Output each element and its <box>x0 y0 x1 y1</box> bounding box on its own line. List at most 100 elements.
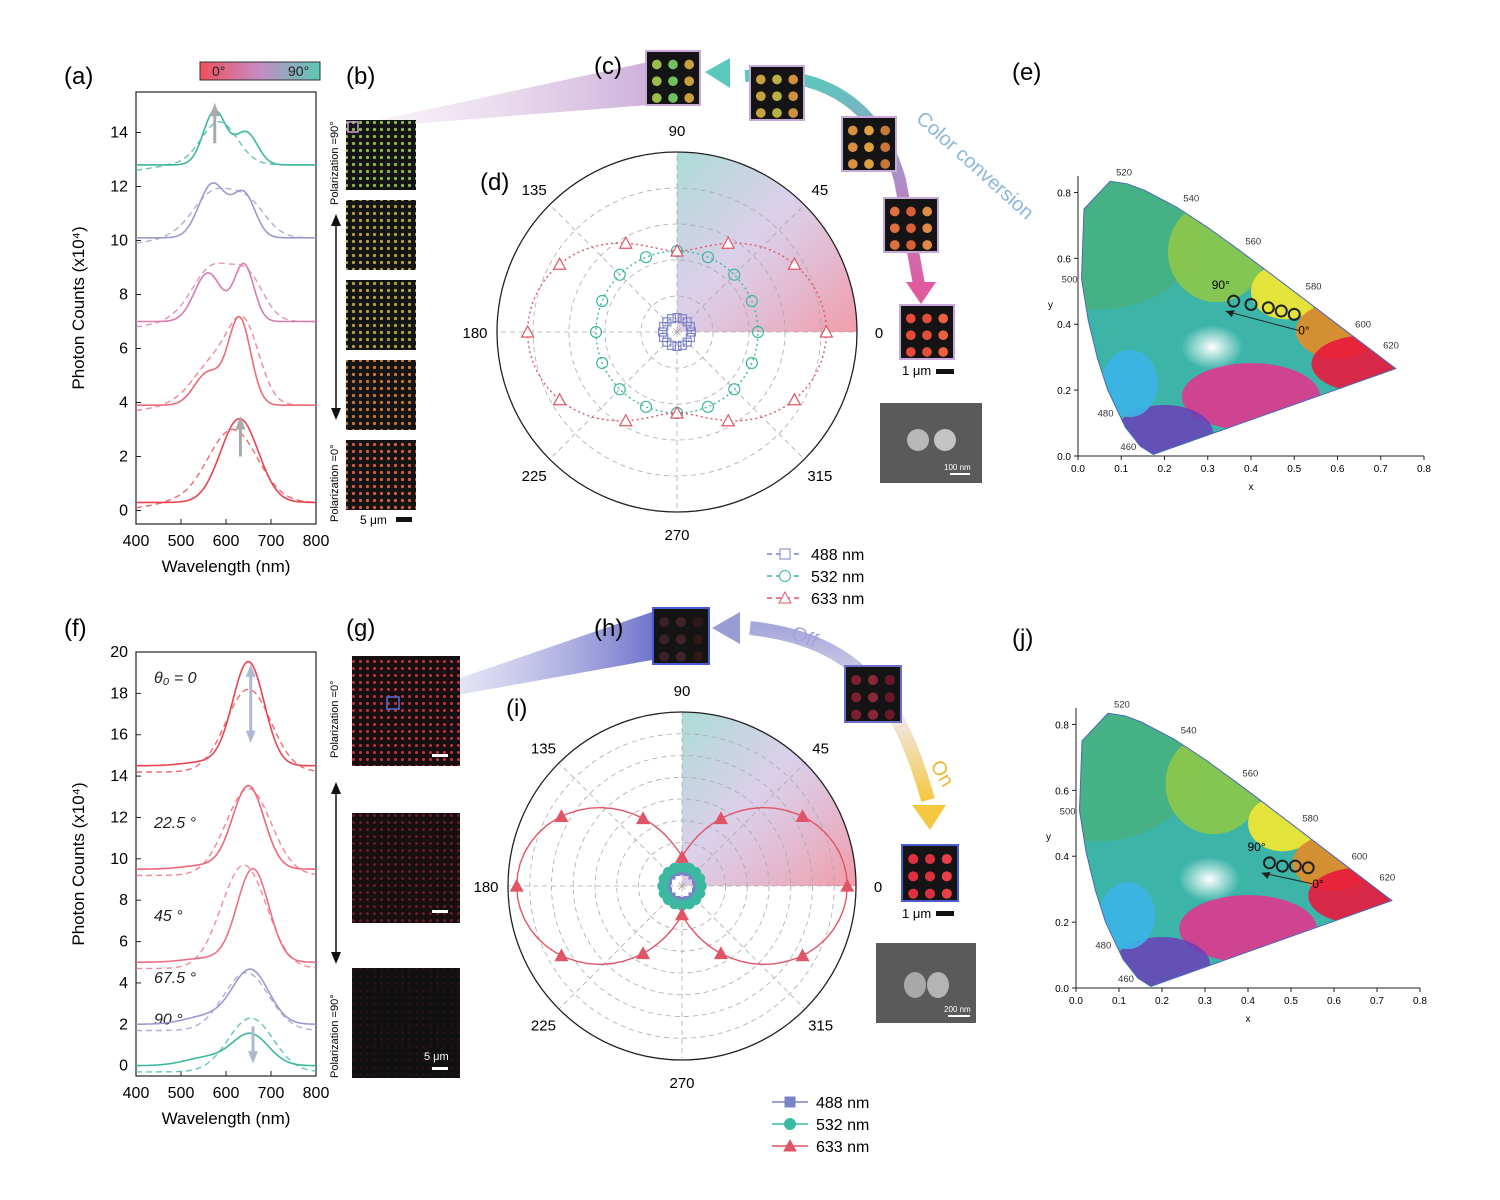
end-angle-label: 0° <box>1312 877 1324 891</box>
panel-label-i: (i) <box>506 695 527 722</box>
polar-frame <box>507 711 857 1061</box>
dimer-spot <box>867 674 879 686</box>
polar-marker-triangle <box>721 413 736 427</box>
angle-tick-label: 0 <box>875 325 883 342</box>
dimer-spot <box>684 76 695 87</box>
polar-grid-spoke <box>549 331 678 460</box>
angle-tick-label: 90 <box>669 123 686 140</box>
polar-marker-triangle <box>669 243 685 257</box>
x-tick-label: 0.5 <box>1287 464 1301 475</box>
axis-arrow-up <box>331 214 341 226</box>
dimer-spot <box>851 709 862 720</box>
polar-marker-square <box>658 327 668 337</box>
dimer-spot <box>924 853 936 865</box>
polar-marker-circle <box>728 383 741 396</box>
wavelength-label: 560 <box>1242 768 1258 779</box>
x-tick-label: 700 <box>258 533 285 550</box>
polar-marker-circle <box>639 251 653 264</box>
dimer-spot <box>864 142 874 153</box>
polar-marker-square <box>686 327 696 337</box>
peak-arrowhead-bottom <box>235 416 246 430</box>
spectrum-dashed <box>135 120 316 171</box>
x-tick-label: 500 <box>168 1085 195 1102</box>
x-axis-label: x <box>1246 1014 1251 1025</box>
polar-grid-spoke <box>558 885 683 1010</box>
wavelength-label: 520 <box>1114 699 1130 710</box>
x-tick-label: 0.8 <box>1417 464 1431 475</box>
x-tick-label: 0.1 <box>1112 996 1126 1007</box>
angle-tick-label: 270 <box>669 1075 694 1092</box>
y-tick-label: 0.4 <box>1055 852 1069 863</box>
sem-image-c <box>880 403 982 483</box>
chromaticity-point <box>1263 856 1276 870</box>
dimer-spot <box>864 125 874 136</box>
y-axis-label: Photon Counts (x10⁴) <box>69 782 88 945</box>
axis-arrow-up-g <box>331 782 341 794</box>
wavelength-label: 620 <box>1383 340 1399 351</box>
wavelength-label: 500 <box>1060 807 1076 818</box>
legend-label: 488 nm <box>811 547 864 564</box>
polar-marker-triangle <box>552 392 567 406</box>
polar-marker-triangle <box>674 850 690 863</box>
pl-image-90 <box>346 120 416 190</box>
wavelength-label: 580 <box>1302 814 1318 825</box>
zoom-box-b <box>347 121 359 133</box>
y-tick-label: 6 <box>119 934 128 951</box>
dimer-spot <box>788 108 799 118</box>
polarization-bottom-label-g: Polarization =90° <box>329 994 341 1078</box>
panel-label-b: (b) <box>346 63 375 90</box>
sem-image-h <box>876 943 976 1023</box>
x-tick-label: 0.6 <box>1327 996 1341 1007</box>
legend-label: 633 nm <box>816 1139 869 1156</box>
angle-tick-label: 90 <box>674 683 691 700</box>
wavelength-label: 540 <box>1183 194 1199 205</box>
polar-marker-circle <box>694 887 706 899</box>
y-tick-label: 0 <box>119 1058 128 1075</box>
dimer-spot <box>851 674 862 686</box>
pl-image-g-0 <box>352 656 460 766</box>
spectrum-solid <box>136 660 316 767</box>
panel-c-thumbnails <box>645 50 955 360</box>
legend-marker <box>784 1118 796 1130</box>
x-tick-label: 400 <box>123 533 150 550</box>
angle-tick-label: 225 <box>531 1018 556 1035</box>
polar-marker-square <box>677 314 688 324</box>
polar-marker-square <box>662 317 672 327</box>
angle-tick-label: 135 <box>522 182 547 199</box>
dimer-spot <box>906 206 916 217</box>
wavelength-label: 460 <box>1120 442 1136 453</box>
y-tick-label: 2 <box>119 1016 128 1033</box>
dimer-spot <box>906 223 916 234</box>
y-tick-label: 0.6 <box>1055 786 1069 797</box>
polar-marker-triangle <box>618 413 633 427</box>
polar-marker-square <box>677 340 688 350</box>
y-tick-label: 0.0 <box>1057 452 1071 463</box>
dimer-spot <box>922 223 933 234</box>
polar-marker-triangle <box>840 878 855 892</box>
polarization-top-label-b: Polarization =90° <box>329 121 341 205</box>
dimer-spot <box>880 142 891 153</box>
dimer-spot <box>864 159 874 169</box>
spectrum-dashed <box>135 187 316 244</box>
panel-label-e: (e) <box>1012 59 1041 86</box>
pl-image-g-45 <box>352 813 460 923</box>
polar-marker-circle <box>701 400 715 413</box>
polar-marker-triangle <box>554 809 569 822</box>
angle-tick-label: 270 <box>664 527 689 544</box>
pl-image-0 <box>346 440 416 510</box>
start-angle-label: 90° <box>1212 278 1230 292</box>
polar-marker-circle <box>728 268 741 281</box>
polar-marker-square <box>666 340 677 350</box>
dimer-spot <box>772 91 782 102</box>
legend-marker <box>783 1138 797 1152</box>
wavelength-label: 520 <box>1116 167 1132 178</box>
intensity-arrowhead-bottom <box>248 1051 258 1064</box>
dimer-spot <box>675 651 687 662</box>
off-arrowhead <box>712 612 740 644</box>
polar-marker-square <box>666 314 677 324</box>
x-tick-label: 0.0 <box>1071 464 1085 475</box>
spectrum-solid <box>136 315 316 406</box>
sem-particle-4 <box>927 972 949 998</box>
polar-marker-circle <box>751 325 765 339</box>
